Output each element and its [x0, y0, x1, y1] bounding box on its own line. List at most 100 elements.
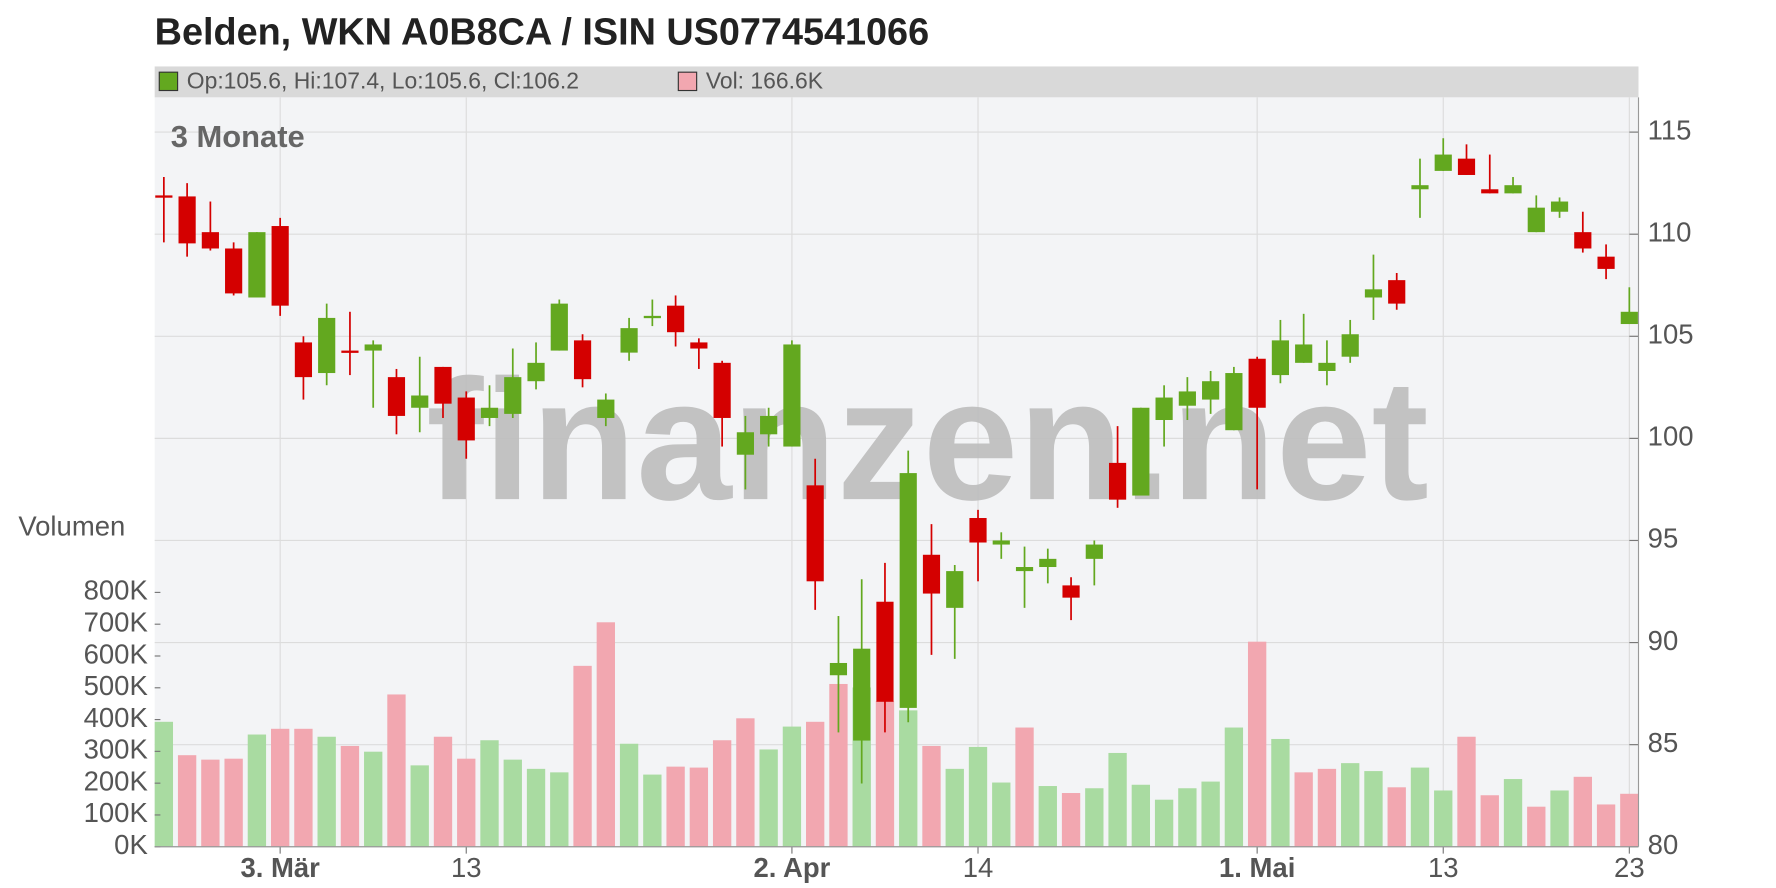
volume-bar — [1061, 793, 1081, 847]
candle-body — [597, 399, 615, 418]
candle-body — [457, 397, 475, 441]
candle-body — [434, 366, 452, 404]
volume-bar — [619, 743, 639, 847]
candle-body — [1597, 256, 1615, 269]
candle-body — [480, 407, 499, 418]
candle-body — [504, 377, 522, 414]
volume-bar — [875, 701, 895, 847]
volume-bar — [782, 726, 802, 847]
candle-body — [271, 226, 289, 306]
candle-body — [1062, 585, 1080, 598]
candle-body — [294, 342, 313, 378]
volume-bar — [1410, 767, 1430, 847]
candle-body — [1411, 185, 1429, 190]
candle-body — [1341, 334, 1359, 357]
volume-bar — [294, 728, 313, 847]
volume-bar — [1620, 793, 1639, 847]
volume-tick-label: 100K — [84, 797, 149, 828]
volume-bar — [1527, 806, 1546, 847]
candle-body — [364, 344, 382, 351]
volume-bar — [1108, 752, 1127, 847]
candle-body — [155, 195, 173, 198]
x-tick-label: 14 — [963, 852, 994, 883]
y-tick-label: 90 — [1648, 625, 1679, 656]
candle-body — [225, 248, 243, 294]
volume-bar — [968, 746, 988, 847]
candle-body — [713, 362, 731, 418]
volume-bar — [224, 758, 243, 847]
volume-bar — [1294, 772, 1313, 847]
volume-bar — [1457, 736, 1476, 847]
volume-bar — [154, 721, 174, 847]
volume-bar — [1154, 799, 1174, 847]
volume-bar — [1480, 795, 1499, 847]
volume-bar — [1085, 788, 1104, 847]
volume-bar — [945, 768, 964, 847]
axes: 80 85 90 95 100 105 110 115 0K100K200K300K400K50… — [84, 97, 1694, 883]
candle-body — [411, 395, 429, 408]
candle-body — [736, 432, 754, 455]
candle-body — [248, 232, 266, 298]
candles — [155, 138, 1638, 784]
legend-price: Op:105.6, Hi:107.4, Lo:105.6, Cl:106.2 — [187, 68, 579, 94]
x-tick-label: 2. Apr — [753, 852, 830, 883]
volume-bar — [1341, 763, 1360, 847]
candle-body — [1620, 311, 1638, 325]
volume-tick-label: 200K — [84, 765, 149, 796]
volume-bar — [922, 745, 941, 847]
candle-body — [318, 317, 336, 374]
volume-bar — [1550, 790, 1569, 847]
volume-bar — [201, 759, 220, 847]
volume-bar — [247, 734, 267, 847]
volume-tick-label: 700K — [84, 606, 149, 637]
candle-body — [387, 377, 406, 416]
period-label: 3 Monate — [171, 119, 305, 154]
candle-body — [1202, 381, 1220, 400]
candle-body — [1132, 407, 1150, 496]
volume-bar — [1271, 738, 1290, 847]
volume-bar — [712, 740, 732, 847]
candle-body — [992, 540, 1010, 545]
volume-axis-title: Volumen — [18, 510, 125, 541]
candle-body — [1178, 391, 1196, 406]
candle-body — [178, 196, 196, 244]
x-tick-label: 1. Mai — [1219, 852, 1295, 883]
candle-body — [1225, 373, 1243, 431]
volume-tick-label: 600K — [84, 638, 149, 669]
candle-body — [667, 305, 685, 333]
volume-bar — [829, 683, 848, 847]
candle-body — [1481, 189, 1499, 194]
candle-body — [1015, 567, 1034, 572]
volume-bar — [1131, 784, 1151, 847]
volume-bar — [1201, 781, 1220, 847]
candle-body — [899, 473, 917, 708]
candle-body — [1248, 358, 1266, 408]
volume-bar — [643, 774, 662, 847]
volume-bar — [270, 728, 290, 847]
volume-bar — [1364, 771, 1383, 847]
volume-tick-label: 500K — [84, 670, 149, 701]
candle-body — [783, 344, 801, 447]
grid — [154, 97, 1639, 848]
candle-body — [573, 340, 592, 380]
volume-bar — [480, 740, 499, 847]
candle-body — [922, 554, 941, 594]
candle-body — [946, 571, 964, 608]
volume-bar — [736, 718, 755, 847]
volume-bar — [899, 710, 918, 847]
volume-bar — [1038, 786, 1057, 847]
volume-bar — [364, 751, 383, 847]
volume-bar — [1247, 641, 1267, 847]
candle-body — [341, 350, 359, 353]
volume-tick-label: 800K — [84, 575, 149, 606]
candle-body — [527, 362, 545, 382]
candle-body — [1574, 232, 1592, 249]
x-tick-label: 13 — [1428, 852, 1459, 883]
volume-bar — [457, 758, 476, 847]
volume-bar — [1573, 776, 1592, 847]
volume-bar — [503, 759, 522, 847]
candle-body — [760, 415, 778, 435]
candle-body — [876, 601, 894, 702]
